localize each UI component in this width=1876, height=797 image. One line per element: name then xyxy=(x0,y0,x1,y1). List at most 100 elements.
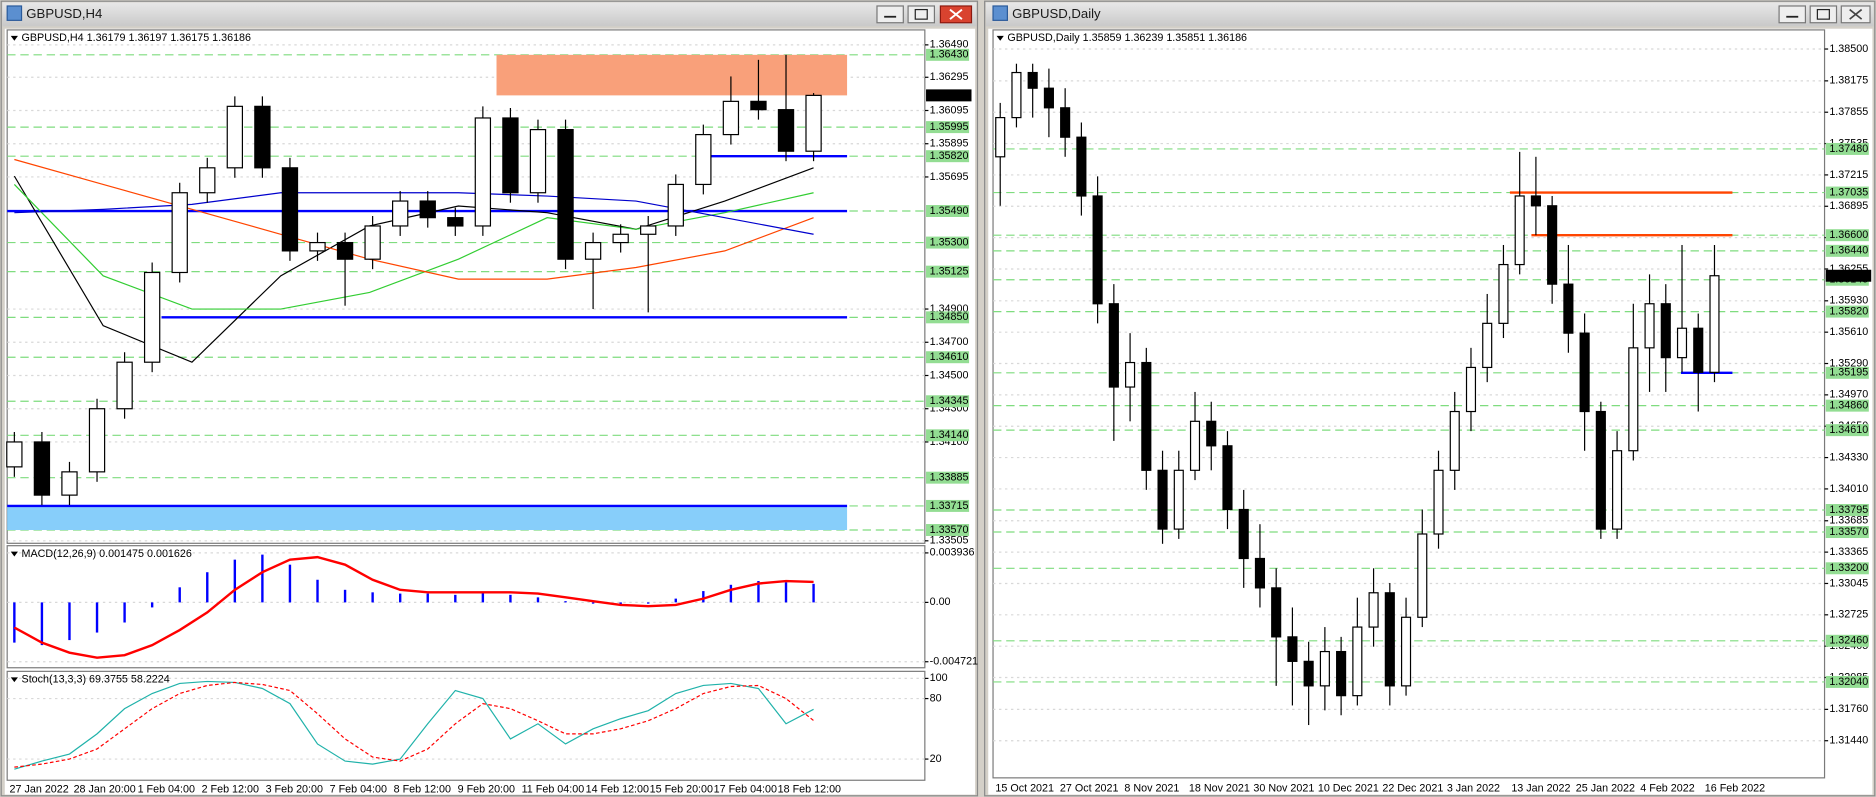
candle-body xyxy=(1336,650,1347,697)
close-icon xyxy=(949,8,963,20)
current-price-label: 1.36186 xyxy=(1829,270,1868,282)
y-tick-label: 1.33505 xyxy=(930,535,969,547)
level-label: 1.34345 xyxy=(930,395,969,407)
level-label: 1.35820 xyxy=(930,150,969,162)
window-icon xyxy=(992,5,1008,21)
level-label: 1.36430 xyxy=(930,49,969,61)
y-tick-label: 20 xyxy=(930,753,942,765)
candle-body xyxy=(1189,420,1201,471)
chart-header: MACD(12,26,9) 0.001475 0.001626 xyxy=(22,548,192,560)
x-tick-label: 1 Feb 04:00 xyxy=(138,784,195,796)
moving-average xyxy=(14,158,814,280)
level-label-bg xyxy=(926,236,970,249)
window-title: GBPUSD,Daily xyxy=(1012,6,1101,21)
candle-body xyxy=(584,241,602,260)
candle-body xyxy=(1644,303,1655,349)
y-tick-label: 1.35930 xyxy=(1829,295,1868,307)
chart-header: GBPUSD,H4 1.36179 1.36197 1.36175 1.3618… xyxy=(22,32,252,44)
level-label-bg xyxy=(926,499,970,512)
candle-body xyxy=(1287,636,1298,662)
y-tick-label: 1.34330 xyxy=(1829,451,1868,463)
panel-icon xyxy=(10,677,18,683)
x-tick-label: 13 Jan 2022 xyxy=(1511,782,1570,794)
candle-body xyxy=(88,408,106,473)
candle-body xyxy=(1027,71,1038,89)
level-label: 1.33200 xyxy=(1829,562,1868,574)
x-tick-label: 15 Feb 20:00 xyxy=(650,784,713,796)
level-label-bg xyxy=(926,48,970,61)
level-label: 1.35995 xyxy=(930,121,969,133)
level-label: 1.34850 xyxy=(930,311,969,323)
candle-body xyxy=(1108,303,1119,388)
y-tick-label: 1.36895 xyxy=(1829,200,1868,212)
level-label: 1.34610 xyxy=(930,351,969,363)
x-tick-label: 3 Jan 2022 xyxy=(1447,782,1500,794)
candle-body xyxy=(6,441,23,468)
restore-button[interactable] xyxy=(907,5,936,24)
y-tick-label: 1.38500 xyxy=(1829,43,1868,55)
candle-body xyxy=(1384,592,1395,687)
candle-body xyxy=(1547,205,1558,285)
level-label-bg xyxy=(926,524,970,536)
level-label-bg xyxy=(1825,424,1869,437)
level-label: 1.34860 xyxy=(1829,399,1868,411)
y-tick-label: 1.36295 xyxy=(930,71,969,83)
x-tick-label: 3 Feb 20:00 xyxy=(266,784,323,796)
candle-body xyxy=(1173,469,1184,530)
candle-body xyxy=(750,100,767,111)
candle-body xyxy=(1043,87,1054,109)
level-label: 1.34140 xyxy=(930,429,969,441)
candle-body xyxy=(667,183,684,227)
level-label-bg xyxy=(1825,562,1869,575)
x-tick-label: 27 Jan 2022 xyxy=(10,784,69,796)
candle-body xyxy=(1595,410,1606,530)
candle-body xyxy=(995,117,1006,158)
level-label-bg xyxy=(1825,504,1869,516)
level-label-bg xyxy=(926,395,970,408)
candle-body xyxy=(336,241,354,260)
candle-body xyxy=(1157,469,1168,530)
minimize-button[interactable] xyxy=(876,5,904,24)
y-tick-label: 1.31760 xyxy=(1829,703,1868,715)
y-tick-label: 1.36095 xyxy=(930,104,969,116)
x-tick-label: 4 Feb 2022 xyxy=(1640,782,1694,794)
candle-body xyxy=(116,361,133,410)
panel-icon xyxy=(10,551,18,557)
candle-body xyxy=(1709,275,1720,373)
candle-body xyxy=(1449,410,1460,471)
candle-body xyxy=(1060,107,1071,138)
level-label-bg xyxy=(926,471,970,484)
level-label: 1.37480 xyxy=(1829,143,1868,155)
x-tick-label: 8 Feb 12:00 xyxy=(394,784,451,796)
candle-body xyxy=(474,117,492,227)
x-tick-label: 10 Dec 2021 xyxy=(1318,782,1379,794)
minimize-button[interactable] xyxy=(1778,5,1807,24)
candle-body xyxy=(1579,332,1590,413)
y-tick-label: 1.32725 xyxy=(1829,609,1868,621)
candle-body xyxy=(1254,557,1266,589)
level-label: 1.33570 xyxy=(1829,526,1868,538)
level-label-bg xyxy=(926,265,970,278)
candle-body xyxy=(529,129,547,194)
x-tick-label: 17 Feb 04:00 xyxy=(714,784,777,796)
title-bar[interactable] xyxy=(2,2,977,27)
price-zone xyxy=(496,54,848,96)
level-label-bg xyxy=(926,205,970,217)
x-tick-label: 16 Feb 2022 xyxy=(1705,782,1765,794)
level-label-bg xyxy=(926,311,970,324)
y-tick-label: 1.31440 xyxy=(1829,735,1868,747)
level-label-bg xyxy=(1825,244,1869,257)
candle-body xyxy=(1693,327,1704,373)
candle-body xyxy=(61,471,78,496)
restore-button[interactable] xyxy=(1809,5,1838,24)
candle-body xyxy=(805,94,822,152)
title-bar[interactable] xyxy=(985,2,1874,27)
candle-body xyxy=(1482,322,1493,369)
level-label-bg xyxy=(1825,526,1869,539)
y-tick-label: 1.33685 xyxy=(1829,515,1868,527)
candle-body xyxy=(281,167,299,252)
y-tick-label: 0.003936 xyxy=(930,547,975,559)
level-label: 1.33885 xyxy=(930,472,969,484)
